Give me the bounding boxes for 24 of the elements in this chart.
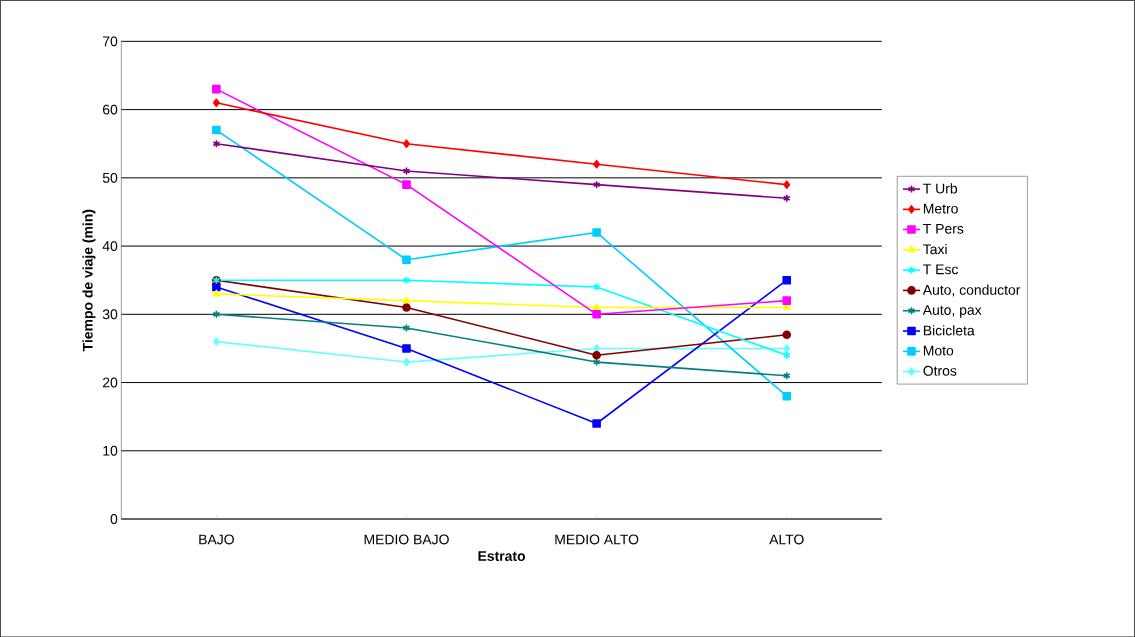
legend-label: Taxi — [923, 243, 947, 255]
y-tick-label: 10 — [103, 445, 118, 456]
y-tick-label: 0 — [110, 513, 118, 524]
legend-label: T Esc — [923, 264, 959, 275]
x-tick-label: MEDIO ALTO — [555, 534, 639, 545]
y-axis-title: Tiempo de viaje (min) — [82, 209, 96, 351]
x-axis-title: Estrato — [478, 551, 526, 561]
legend-label: Auto, pax — [922, 305, 982, 318]
x-tick-label: BAJO — [199, 534, 234, 545]
legend-label: Auto, conductor — [922, 284, 1021, 297]
legend-label: Otros — [923, 365, 957, 376]
legend-label: Bicicleta — [923, 325, 975, 336]
x-tick-label: MEDIO BAJO — [364, 534, 449, 545]
legend-label: Moto — [923, 345, 954, 356]
y-tick-label: 40 — [102, 240, 118, 251]
y-tick-label: 60 — [103, 104, 118, 115]
y-tick-label: 30 — [102, 309, 118, 320]
legend-label: Metro — [923, 203, 958, 214]
y-tick-label: 50 — [102, 172, 118, 183]
x-tick-label: ALTO — [769, 534, 804, 545]
y-tick-label: 70 — [103, 36, 118, 47]
legend-label: T Pers — [923, 223, 964, 234]
y-tick-label: 20 — [103, 377, 118, 388]
legend-label: T Urb — [923, 183, 958, 194]
